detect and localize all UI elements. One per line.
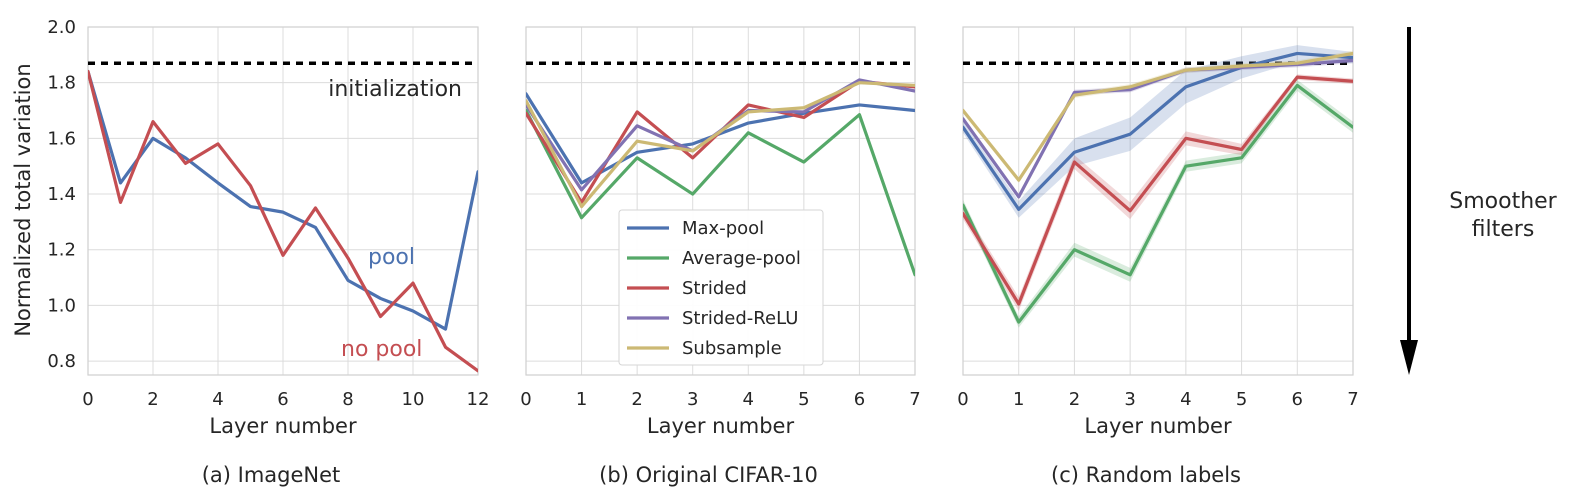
x-tick-label: 2 [147, 389, 158, 410]
x-axis-label: Layer number [209, 414, 357, 438]
x-tick-label: 1 [1013, 389, 1024, 410]
arrow-head [1400, 340, 1418, 375]
y-tick-label: 1.4 [47, 184, 76, 205]
x-tick-label: 2 [1069, 389, 1080, 410]
x-axis-label: Layer number [647, 414, 795, 438]
panel-1: 0.8 1.0 1.2 1.4 1.6 1.8 2.0 0 2 4 6 8 10 12 Layer numb… [47, 17, 489, 487]
x-tick-label: 1 [576, 389, 587, 410]
panel-2: 0 1 2 3 4 5 6 7 Layer number (b) Original CIFAR-1… [520, 26, 921, 487]
initialization-annotation: initialization [328, 77, 462, 102]
panel-caption: (b) Original CIFAR-10 [599, 463, 818, 487]
x-tick-label: 4 [1180, 389, 1191, 410]
legend-box [618, 209, 824, 366]
x-tick-label: 0 [82, 389, 93, 410]
x-tick-label: 6 [277, 389, 288, 410]
series-line-subsample [963, 51, 1353, 182]
series-line-subsample [526, 81, 915, 209]
x-tick-label: 12 [467, 389, 490, 410]
legend-entry: Subsample [682, 338, 782, 359]
x-tick-label: 4 [743, 389, 754, 410]
series-line-strided [963, 75, 1353, 306]
plot-frame [525, 26, 916, 376]
y-axis-label: Normalized total variation [11, 63, 35, 336]
x-tick-label: 6 [1292, 389, 1303, 410]
legend-entry: Average-pool [682, 248, 801, 269]
panel-3: 0 1 2 3 4 5 6 7 Layer number (c) Random labels [957, 26, 1359, 487]
x-tick-label: 5 [798, 389, 809, 410]
x-tick-label: 8 [342, 389, 353, 410]
y-tick-label: 1.2 [47, 240, 76, 261]
legend-entry: Strided [682, 278, 747, 299]
y-tick-label: 1.0 [47, 295, 76, 316]
pool-annotation: pool [368, 245, 415, 270]
series-line-average-pool [526, 108, 915, 277]
x-axis-label: Layer number [1084, 414, 1232, 438]
x-tick-label: 7 [909, 389, 920, 410]
confidence-band-max-pool [963, 45, 1353, 218]
x-tick-label: 7 [1347, 389, 1358, 410]
legend-entry: Strided-ReLU [682, 308, 798, 329]
arrow-label-line2: filters [1472, 217, 1535, 242]
series-line-no-pool [88, 69, 478, 373]
y-tick-label: 0.8 [47, 351, 76, 372]
series-line-pool [88, 69, 478, 331]
plot-frame [87, 26, 479, 376]
y-tick-label: 1.6 [47, 128, 76, 149]
arrow-label-line1: Smoother [1449, 189, 1557, 214]
x-tick-label: 4 [212, 389, 223, 410]
panel-caption: (c) Random labels [1051, 463, 1241, 487]
x-tick-label: 3 [687, 389, 698, 410]
no-pool-annotation: no pool [341, 337, 422, 362]
plot-data-2 [526, 61, 915, 277]
series-line-average-pool [963, 83, 1353, 324]
y-tick-label: 2.0 [47, 17, 76, 38]
series-line-max-pool [963, 51, 1353, 211]
x-tick-label: 3 [1124, 389, 1135, 410]
x-tick-label: 2 [631, 389, 642, 410]
y-tick-label: 1.8 [47, 73, 76, 94]
x-tick-label: 10 [402, 389, 425, 410]
x-tick-label: 5 [1236, 389, 1247, 410]
plot-data-1 [88, 61, 478, 373]
x-tick-label: 0 [957, 389, 968, 410]
smoother-filters-arrow: Smoother filters [1400, 27, 1558, 375]
x-tick-label: 0 [520, 389, 531, 410]
plot-data-3 [963, 45, 1353, 328]
legend: Max-pool Average-pool Strided Strided-ReLU S… [618, 209, 824, 366]
legend-entry: Max-pool [682, 218, 764, 239]
plot-frame [962, 26, 1354, 376]
panel-caption: (a) ImageNet [202, 463, 341, 487]
x-tick-label: 6 [854, 389, 865, 410]
